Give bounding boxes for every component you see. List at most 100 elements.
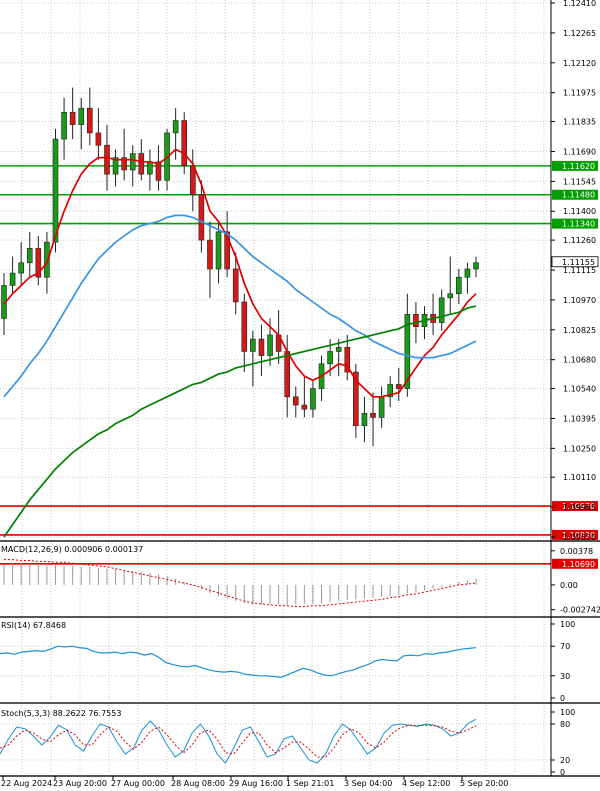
stoch-line-0 <box>0 718 477 764</box>
x-tick-label: 22 Aug 2024 <box>1 779 52 788</box>
candle-body <box>181 120 188 167</box>
candle-body <box>258 338 265 356</box>
y-tick-label: 1.10250 <box>563 444 596 453</box>
ma-line-0 <box>3 148 477 398</box>
candle-body <box>301 404 308 410</box>
y-tick-label: 1.11260 <box>563 236 596 245</box>
current-price-label: 1.11155 <box>562 258 595 267</box>
candle-body <box>404 314 411 389</box>
level-label: 1.11480 <box>562 191 595 200</box>
price-panel[interactable]: 1.11620 1.11480 1.11340 1.10970 1.10830 1.106… <box>0 87 599 569</box>
candle-body <box>18 262 24 274</box>
candle-body <box>172 120 179 134</box>
candle-body <box>241 301 248 352</box>
candle-body <box>155 161 162 181</box>
y-tick-label: 0 <box>560 768 565 777</box>
level-label-box <box>552 558 598 569</box>
candle-body <box>78 107 85 125</box>
candle-body <box>284 351 291 398</box>
candle-body <box>438 297 445 323</box>
macd-signal-line <box>4 559 477 608</box>
candle-body <box>310 388 316 410</box>
macd-title: MACD(12,26,9) 0.000906 0.000137 <box>1 545 143 554</box>
stoch-title: Stoch(5,3,3) 88.2622 76.7553 <box>1 709 121 718</box>
y-tick-label: 1.11975 <box>563 89 596 98</box>
y-tick-label: 70 <box>560 642 570 651</box>
candle-body <box>61 111 67 140</box>
candle-body <box>112 157 119 175</box>
level-label-box <box>552 160 598 171</box>
y-tick-label: 30 <box>560 672 570 681</box>
candle-body <box>44 241 50 278</box>
level-label-box <box>552 501 598 512</box>
stoch-line-1 <box>0 724 477 758</box>
candle-body <box>378 396 385 418</box>
x-tick-label: 28 Aug 08:00 <box>171 779 225 788</box>
candle-body <box>9 272 16 286</box>
y-tick-label: 1.11400 <box>563 207 596 216</box>
candle-body <box>361 412 368 426</box>
candle-body <box>335 347 342 352</box>
y-tick-label: 1.09820 <box>563 533 596 542</box>
x-tick-label: 5 Sep 20:00 <box>460 779 508 788</box>
candle-body <box>224 231 230 270</box>
y-tick-label: 1.09965 <box>563 503 596 512</box>
y-tick-label: 1.10970 <box>563 296 596 305</box>
y-tick-label: 80 <box>560 720 570 729</box>
candle-body <box>387 384 393 398</box>
stochastic-panel[interactable]: Stoch(5,3,3) 88.2622 76.7553 <box>0 709 477 764</box>
rsi-line <box>0 645 477 678</box>
rsi-panel[interactable]: RSI(14) 67.8468 <box>0 621 477 678</box>
candle-body <box>121 157 127 171</box>
level-label: 1.10970 <box>562 502 595 511</box>
x-tick-label: 29 Aug 16:00 <box>229 779 283 788</box>
y-tick-label: 1.11690 <box>563 147 596 156</box>
y-tick-label: 1.10825 <box>563 326 596 335</box>
candle-body <box>250 338 256 352</box>
candle-body <box>52 138 59 243</box>
y-tick-label: 0.00378 <box>560 547 593 556</box>
candle-body <box>327 351 333 365</box>
level-label: 1.11620 <box>562 162 595 171</box>
candle-body <box>35 248 42 278</box>
candle-body <box>464 268 471 278</box>
y-tick-label: 1.10540 <box>563 385 596 394</box>
candle-body <box>190 165 196 196</box>
candle-body <box>129 153 136 171</box>
y-tick-label: 100 <box>560 708 575 717</box>
x-tick-label: 27 Aug 00:00 <box>111 779 165 788</box>
y-tick-label: 1.11115 <box>563 266 596 275</box>
candle-body <box>413 314 419 327</box>
ma-line-1 <box>3 214 477 398</box>
macd-panel[interactable]: MACD(12,26,9) 0.000906 0.000137 <box>1 545 477 608</box>
ma-line-2 <box>3 305 477 538</box>
y-tick-label: 0 <box>560 694 565 703</box>
candle-body <box>456 276 462 295</box>
y-tick-label: 100 <box>560 620 575 629</box>
x-tick-label: 4 Sep 12:00 <box>402 779 450 788</box>
level-label-box <box>552 529 598 540</box>
level-label: 1.11340 <box>562 220 595 229</box>
candle-body <box>473 262 479 270</box>
candle-body <box>232 268 239 303</box>
y-tick-label: 1.12410 <box>563 0 596 8</box>
current-price-box <box>551 256 599 268</box>
candle-body <box>147 161 153 175</box>
candle-body <box>395 384 402 389</box>
x-tick-label: 23 Aug 20:00 <box>53 779 107 788</box>
x-tick-label: 1 Sep 21:01 <box>286 779 334 788</box>
y-tick-label: 1.10395 <box>563 414 596 423</box>
candle-body <box>292 396 299 406</box>
level-label: 1.10690 <box>562 560 595 569</box>
candle-body <box>344 347 351 373</box>
candle-body <box>267 334 273 356</box>
level-label-box <box>552 189 598 200</box>
level-label: 1.10830 <box>562 531 595 540</box>
candle-body <box>104 144 110 175</box>
rsi-title: RSI(14) 67.8468 <box>1 621 66 630</box>
candle-body <box>87 107 93 134</box>
y-tick-label: 0.00 <box>560 581 578 590</box>
y-tick-label: -0.002742 <box>560 606 600 615</box>
